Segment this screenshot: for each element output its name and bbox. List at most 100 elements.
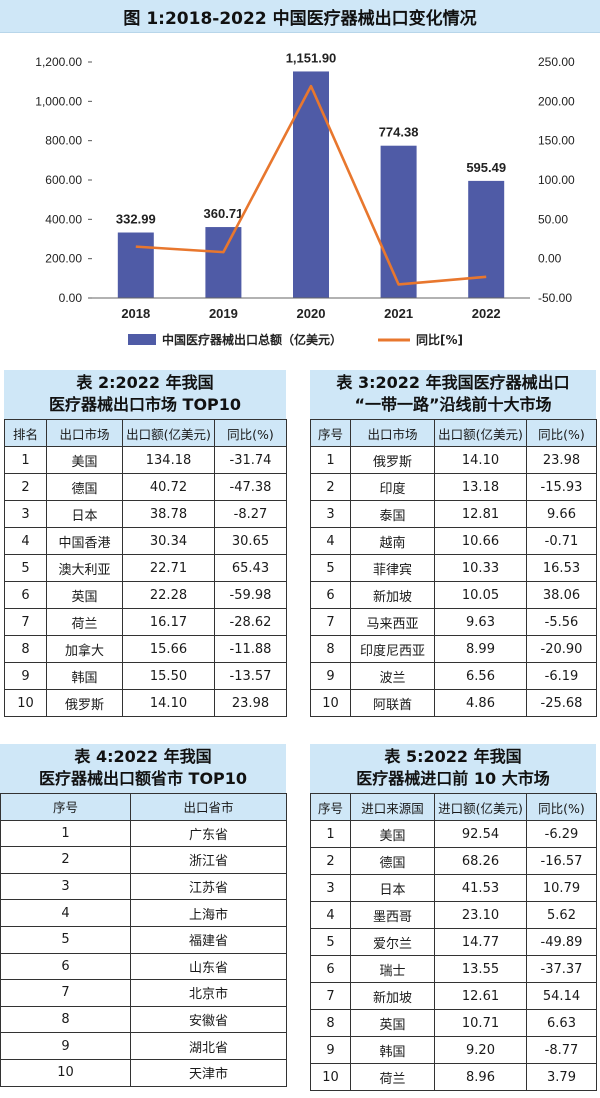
- table-cell: 俄罗斯: [46, 689, 123, 717]
- table-cell: 14.10: [122, 689, 215, 717]
- bar-data-label: 595.49: [466, 160, 506, 175]
- table4-title: 表 4:2022 年我国 医疗器械出口额省市 TOP10: [0, 744, 286, 793]
- table-cell: 4: [310, 901, 351, 929]
- table-cell: 中国香港: [46, 527, 123, 555]
- table3-title-line: “一带一路”沿线前十大市场: [354, 395, 552, 414]
- table-cell: 6: [310, 955, 351, 983]
- left-axis-tick-label: 0.00: [59, 291, 83, 305]
- legend-line-label: 同比[%]: [416, 332, 463, 347]
- table-cell: 韩国: [350, 1036, 435, 1064]
- table-cell: 12.61: [434, 982, 527, 1010]
- table-cell: 江苏省: [130, 872, 287, 901]
- table-cell: 美国: [350, 820, 435, 848]
- table3-block: 表 3:2022 年我国医疗器械出口 “一带一路”沿线前十大市场 序号 出口市场出…: [310, 370, 597, 717]
- column-header: 序号: [310, 419, 351, 447]
- table-cell: 加拿大: [46, 635, 123, 663]
- table2-title: 表 2:2022 年我国 医疗器械出口市场 TOP10: [4, 370, 286, 419]
- x-axis-tick-label: 2021: [384, 306, 413, 321]
- column-header: 出口市场: [350, 419, 435, 447]
- bar-data-label: 332.99: [116, 212, 156, 227]
- table-row: 9 湖北省: [0, 1032, 287, 1060]
- table-row: 4 越南 10.66 -0.71: [310, 527, 597, 555]
- left-axis-tick-label: 400.00: [45, 212, 82, 226]
- table-cell: 65.43: [214, 554, 287, 582]
- table-cell: 6: [4, 581, 47, 609]
- table-cell: -0.71: [526, 527, 597, 555]
- table-row: 1 美国 92.54 -6.29: [310, 820, 597, 848]
- legend-bar-swatch: [128, 334, 156, 345]
- table-cell: 9: [310, 1036, 351, 1064]
- table-cell: 马来西亚: [350, 608, 435, 636]
- table-row: 9 波兰 6.56 -6.19: [310, 662, 597, 690]
- table-cell: 4: [4, 527, 47, 555]
- table-cell: -6.19: [526, 662, 597, 690]
- table-row: 8 英国 10.71 6.63: [310, 1009, 597, 1037]
- table-cell: 福建省: [130, 925, 287, 954]
- table-cell: 3: [310, 500, 351, 528]
- right-axis-tick-label: 150.00: [538, 134, 575, 148]
- table-cell: -49.89: [526, 928, 597, 956]
- table3-title: 表 3:2022 年我国医疗器械出口 “一带一路”沿线前十大市场: [310, 370, 596, 419]
- table-cell: 6: [310, 581, 351, 609]
- table-cell: 134.18: [122, 446, 215, 474]
- table-row: 5 菲律宾 10.33 16.53: [310, 554, 597, 582]
- table2-block: 表 2:2022 年我国 医疗器械出口市场 TOP10 排名 出口市场 出口额(亿美…: [4, 370, 287, 717]
- table-cell: -8.27: [214, 500, 287, 528]
- table-cell: 印度: [350, 473, 435, 501]
- bar: [293, 71, 329, 298]
- table-cell: 10: [4, 689, 47, 717]
- table-cell: 印度尼西亚: [350, 635, 435, 663]
- table4-title-line: 医疗器械出口额省市 TOP10: [38, 769, 248, 788]
- table-row: 9 韩国 15.50 -13.57: [4, 662, 287, 690]
- table-cell: 5: [310, 554, 351, 582]
- column-header: 序号: [310, 793, 351, 821]
- column-header: 进口来源国: [350, 793, 435, 821]
- table-cell: 30.34: [122, 527, 215, 555]
- table-cell: -5.56: [526, 608, 597, 636]
- table-cell: 10: [0, 1058, 131, 1087]
- table-cell: 1: [0, 819, 131, 848]
- left-axis-tick-label: 200.00: [45, 252, 82, 266]
- column-header: 排名: [4, 419, 47, 447]
- table-cell: 上海市: [130, 899, 287, 927]
- table-cell: 日本: [46, 500, 123, 528]
- table-cell: 8: [4, 635, 47, 663]
- figure-title: 图 1:2018-2022 中国医疗器械出口变化情况: [0, 0, 600, 33]
- table-row: 8 加拿大 15.66 -11.88: [4, 635, 287, 663]
- table-row: 4 中国香港 30.34 30.65: [4, 527, 287, 555]
- table-cell: 8: [310, 635, 351, 663]
- bar: [380, 145, 417, 298]
- table3-title-line: 表 3:2022 年我国医疗器械出口: [336, 373, 570, 392]
- x-axis-tick-label: 2020: [297, 306, 326, 321]
- table-cell: 阿联酋: [350, 689, 435, 717]
- table-cell: 41.53: [434, 874, 527, 902]
- table-cell: 6.63: [526, 1009, 597, 1037]
- table-cell: 4.86: [434, 689, 527, 717]
- table-cell: -20.90: [526, 635, 597, 663]
- table-cell: 山东省: [130, 952, 287, 981]
- table-cell: 北京市: [130, 979, 287, 1007]
- table-cell: -47.38: [214, 473, 287, 501]
- table-cell: 92.54: [434, 820, 527, 848]
- table-cell: 爱尔兰: [350, 928, 435, 956]
- table-cell: 英国: [350, 1009, 435, 1037]
- table-cell: 2: [310, 473, 351, 501]
- table-row: 5 福建省: [0, 925, 287, 954]
- table-row: 2 德国 68.26 -16.57: [310, 847, 597, 875]
- table-cell: -13.57: [214, 662, 287, 690]
- table-cell: 1: [310, 820, 351, 848]
- table-cell: 2: [4, 473, 47, 501]
- table-row: 10 俄罗斯 14.10 23.98: [4, 689, 287, 717]
- left-axis-tick-label: 1,200.00: [35, 55, 82, 69]
- legend-bar-label: 中国医疗器械出口总额（亿美元）: [162, 332, 342, 347]
- table-row: 8 安徽省: [0, 1005, 287, 1034]
- table-row: 5 澳大利亚 22.71 65.43: [4, 554, 287, 582]
- table-row: 3 日本 38.78 -8.27: [4, 500, 287, 528]
- table-cell: 澳大利亚: [46, 554, 123, 582]
- table-cell: 10.79: [526, 874, 597, 902]
- table-row: 6 英国 22.28 -59.98: [4, 581, 287, 609]
- column-header: 同比(%): [526, 793, 597, 821]
- table-cell: 54.14: [526, 982, 597, 1010]
- table-cell: 12.81: [434, 500, 527, 528]
- table-cell: 15.50: [122, 662, 215, 690]
